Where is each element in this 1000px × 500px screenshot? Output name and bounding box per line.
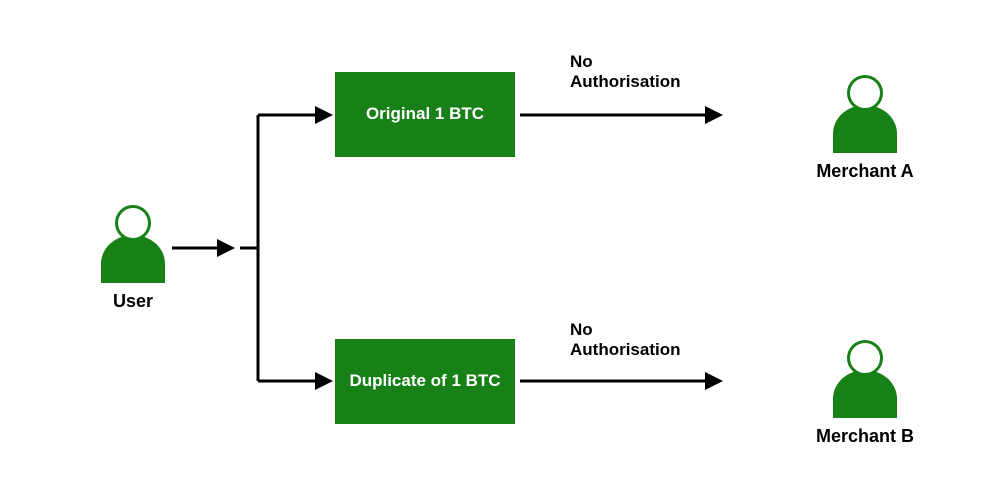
original-btc-text: Original 1 BTC (366, 103, 484, 125)
user-label: User (78, 291, 188, 312)
user-figure: User (78, 205, 188, 312)
no-auth-bot-line2: Authorisation (570, 340, 681, 359)
no-authorisation-bottom: No Authorisation (570, 320, 681, 361)
user-head-icon (115, 205, 151, 241)
user-body-icon (101, 235, 165, 283)
merchant-a-body-icon (833, 105, 897, 153)
no-auth-bot-line1: No (570, 320, 593, 339)
merchant-b-label: Merchant B (810, 426, 920, 447)
no-auth-top-line1: No (570, 52, 593, 71)
merchant-b-head-icon (847, 340, 883, 376)
no-authorisation-top: No Authorisation (570, 52, 681, 93)
duplicate-btc-box: Duplicate of 1 BTC (335, 339, 515, 424)
original-btc-box: Original 1 BTC (335, 72, 515, 157)
merchant-a-label: Merchant A (810, 161, 920, 182)
merchant-b-body-icon (833, 370, 897, 418)
merchant-b-figure: Merchant B (810, 340, 920, 447)
merchant-a-figure: Merchant A (810, 75, 920, 182)
merchant-a-head-icon (847, 75, 883, 111)
duplicate-btc-text: Duplicate of 1 BTC (349, 370, 500, 392)
no-auth-top-line2: Authorisation (570, 72, 681, 91)
